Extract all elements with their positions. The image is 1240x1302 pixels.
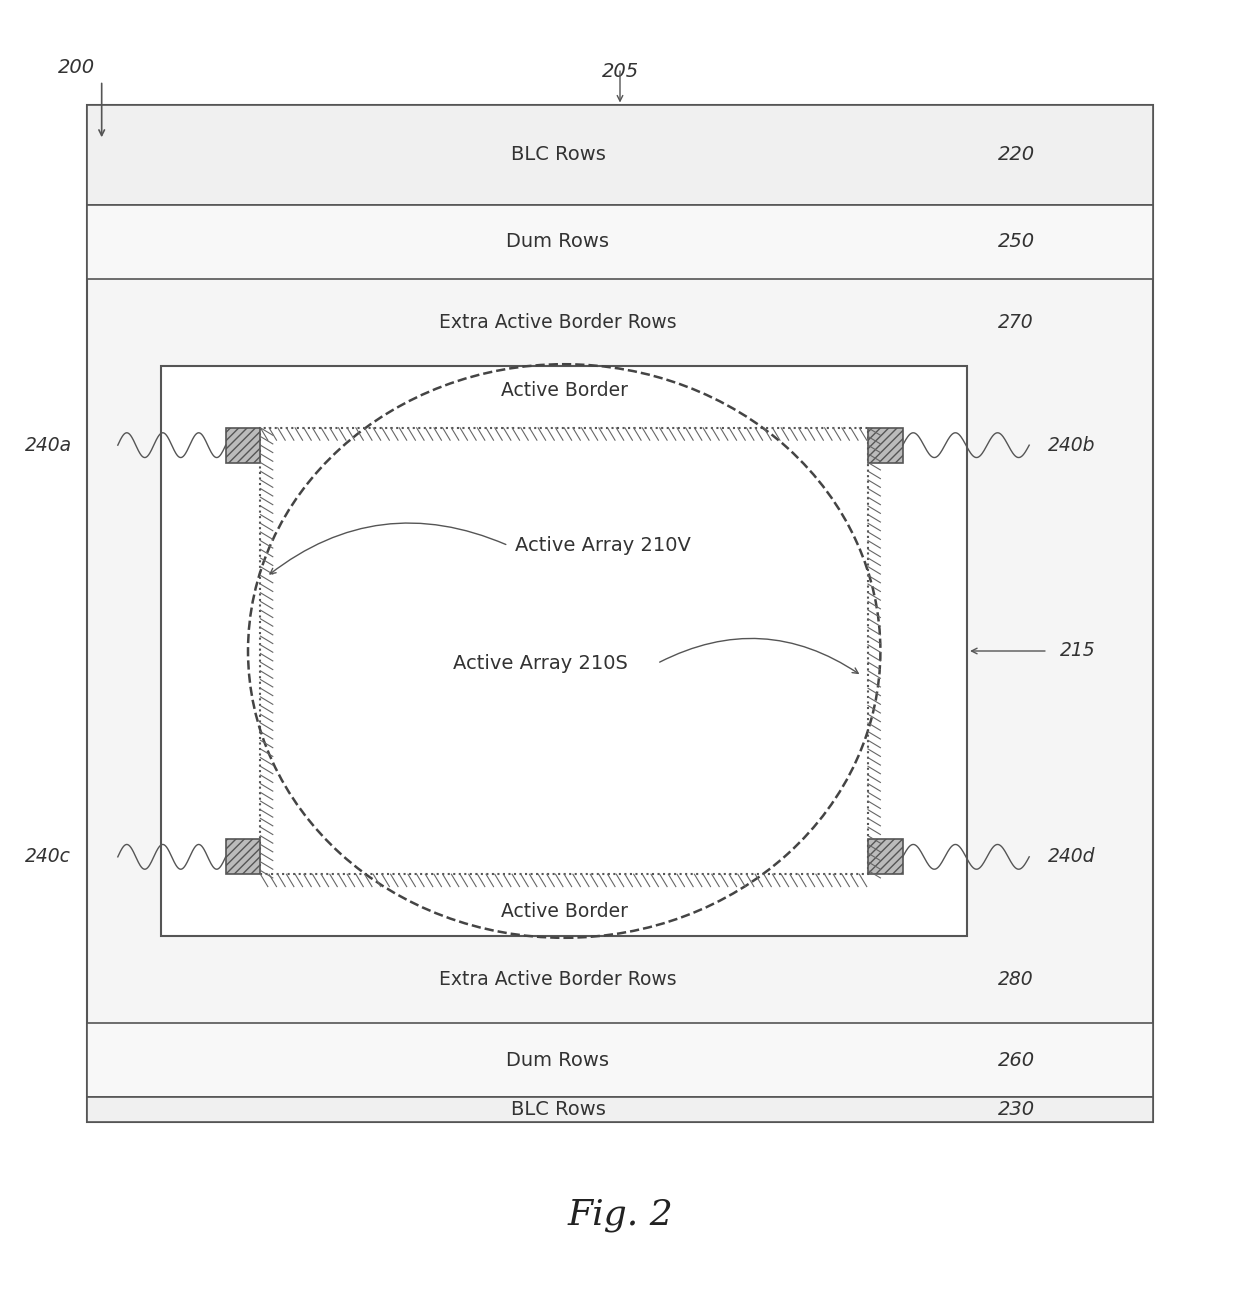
Text: 220: 220: [998, 146, 1035, 164]
Text: Extra Active Border Rows: Extra Active Border Rows: [439, 970, 677, 990]
Text: 200: 200: [58, 59, 95, 77]
Bar: [87, 1098, 1153, 1122]
Text: Active Array 210V: Active Array 210V: [515, 536, 691, 555]
Bar: [87, 105, 1153, 1122]
Bar: [868, 840, 903, 874]
Bar: [226, 428, 260, 462]
Text: Active Border: Active Border: [501, 902, 627, 921]
Text: Extra Active Border Rows: Extra Active Border Rows: [439, 312, 677, 332]
Text: 240a: 240a: [25, 436, 72, 454]
Bar: [87, 105, 1153, 204]
Text: 280: 280: [998, 970, 1034, 990]
Text: 250: 250: [998, 232, 1035, 251]
Bar: [260, 428, 868, 874]
Text: 205: 205: [601, 62, 639, 81]
Text: Dum Rows: Dum Rows: [506, 1051, 610, 1070]
Bar: [87, 204, 1153, 279]
Bar: [226, 840, 260, 874]
Text: BLC Rows: BLC Rows: [511, 146, 605, 164]
Text: 230: 230: [998, 1100, 1035, 1120]
Text: Fig. 2: Fig. 2: [567, 1198, 673, 1232]
Text: 215: 215: [1060, 642, 1096, 660]
Text: 260: 260: [998, 1051, 1035, 1070]
Text: Active Array 210S: Active Array 210S: [453, 654, 627, 673]
Bar: [868, 428, 903, 462]
Text: 240c: 240c: [25, 848, 71, 866]
Text: Active Border: Active Border: [501, 381, 627, 400]
Text: BLC Rows: BLC Rows: [511, 1100, 605, 1120]
Text: Dum Rows: Dum Rows: [506, 232, 610, 251]
Text: 240d: 240d: [1048, 848, 1095, 866]
Text: 270: 270: [998, 312, 1034, 332]
Text: 240b: 240b: [1048, 436, 1095, 454]
Bar: [161, 366, 967, 936]
Bar: [87, 1023, 1153, 1098]
